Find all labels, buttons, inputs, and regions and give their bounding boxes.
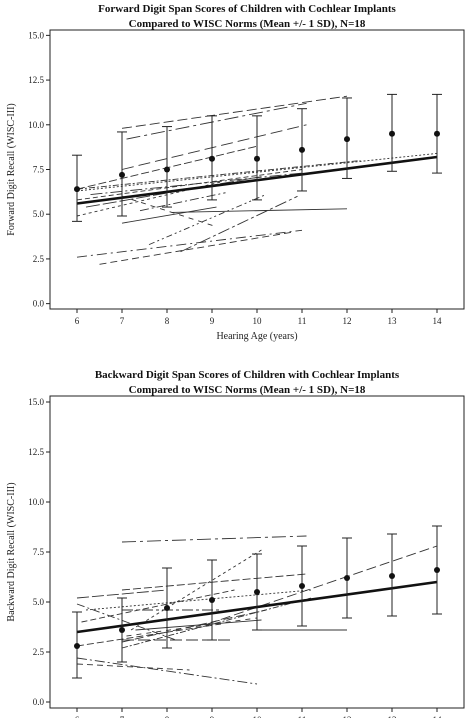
forward-individual-line-18 [99, 231, 294, 265]
forward-individual-line-1 [121, 95, 348, 129]
forward-x-tick-label: 13 [388, 316, 398, 326]
forward-x-tick-label: 6 [75, 316, 80, 326]
backward-x-tick-label: 7 [120, 715, 125, 718]
backward-y-tick-label: 10.0 [28, 497, 44, 507]
forward-norm-mean-point [299, 146, 305, 153]
forward-individual-line-14 [171, 208, 348, 213]
backward-y-tick-label: 0.0 [33, 697, 45, 707]
backward-y-axis-label: Backward Digit Recall (WISC-III) [6, 482, 17, 621]
backward-norm-mean-point [434, 567, 440, 573]
forward-y-tick-label: 7.5 [33, 165, 45, 175]
backward-individual-line-18 [76, 623, 222, 647]
forward-norm-mean-point [389, 130, 395, 137]
forward-norm-mean-point [254, 155, 260, 162]
forward-x-tick-label: 9 [210, 316, 215, 326]
backward-norm-mean-point [209, 597, 215, 603]
forward-individual-line-13 [121, 206, 217, 224]
forward-individual-line-17 [76, 229, 303, 258]
forward-norm-mean-point [344, 136, 350, 143]
forward-norm-mean-point [119, 171, 125, 178]
forward-individual-line-6 [76, 160, 361, 190]
forward-x-tick-label: 10 [253, 316, 263, 326]
forward-y-tick-label: 0.0 [33, 299, 45, 309]
forward-y-tick-label: 12.5 [28, 75, 44, 85]
forward-title-line2: Compared to WISC Norms (Mean +/- 1 SD), … [129, 18, 366, 30]
backward-x-tick-label: 9 [210, 715, 215, 718]
backward-y-tick-label: 15.0 [28, 397, 44, 407]
forward-y-tick-label: 5.0 [33, 209, 45, 219]
backward-norm-mean-point [389, 573, 395, 579]
backward-norm-mean-point [344, 575, 350, 581]
forward-x-tick-label: 7 [120, 316, 125, 326]
forward-individual-line-8 [76, 169, 303, 201]
forward-x-tick-label: 12 [343, 316, 352, 326]
forward-y-axis-label: Forward Digit Recall (WISC-III) [6, 103, 17, 235]
backward-x-tick-label: 10 [253, 715, 263, 718]
forward-x-tick-label: 14 [433, 316, 443, 326]
backward-title-line2: Compared to WISC Norms (Mean +/- 1 SD), … [129, 384, 366, 396]
backward-y-tick-label: 5.0 [33, 597, 45, 607]
backward-chart: Backward Digit Span Scores of Children w… [6, 369, 465, 718]
backward-norm-mean-point [74, 643, 80, 649]
forward-chart: Forward Digit Span Scores of Children wi… [6, 3, 465, 342]
forward-individual-line-11 [139, 192, 226, 212]
backward-individual-line-5 [130, 549, 262, 631]
backward-individual-line-2 [207, 545, 438, 625]
forward-individual-line-10 [76, 181, 222, 217]
forward-title-line1: Forward Digit Span Scores of Children wi… [98, 3, 396, 15]
backward-norm-mean-point [299, 583, 305, 589]
forward-individual-line-4 [121, 124, 307, 170]
backward-x-tick-label: 13 [388, 715, 398, 718]
backward-norm-mean-point [164, 605, 170, 611]
backward-individual-line-13 [76, 603, 177, 641]
backward-individual-line-11 [135, 619, 262, 631]
backward-individual-line-7 [85, 589, 312, 611]
forward-norm-mean-point [164, 166, 170, 173]
backward-y-tick-label: 7.5 [33, 547, 45, 557]
backward-y-tick-label: 2.5 [33, 647, 45, 657]
forward-norm-mean-point [434, 130, 440, 137]
backward-individual-line-10 [121, 609, 267, 643]
forward-norm-mean-point [209, 155, 215, 162]
backward-x-tick-label: 8 [165, 715, 170, 718]
backward-title-line1: Backward Digit Span Scores of Children w… [95, 369, 400, 381]
forward-y-tick-label: 2.5 [33, 254, 45, 264]
backward-norm-mean-point [119, 627, 125, 633]
backward-individual-line-6 [81, 589, 235, 623]
forward-individual-line-12 [121, 195, 217, 228]
backward-individual-line-4 [121, 573, 307, 591]
forward-x-tick-label: 8 [165, 316, 170, 326]
backward-individual-line-3 [76, 589, 168, 599]
backward-individual-line-9 [121, 597, 312, 649]
forward-x-axis-label: Hearing Age (years) [216, 331, 297, 342]
forward-y-tick-label: 10.0 [28, 120, 44, 130]
backward-x-tick-label: 6 [75, 715, 80, 718]
backward-y-tick-label: 12.5 [28, 447, 44, 457]
forward-x-tick-label: 11 [298, 316, 307, 326]
backward-individual-line-1 [121, 535, 307, 543]
backward-x-tick-label: 11 [298, 715, 307, 718]
backward-plot-frame [49, 395, 465, 709]
backward-x-tick-label: 14 [433, 715, 443, 718]
backward-individual-line-17 [76, 663, 190, 671]
backward-individual-line-16 [76, 657, 258, 685]
backward-individual-line-12 [126, 617, 258, 637]
forward-individual-line-2 [126, 102, 307, 140]
backward-x-tick-label: 12 [343, 715, 352, 718]
forward-y-tick-label: 15.0 [28, 30, 44, 40]
backward-norm-mean-point [254, 589, 260, 595]
forward-individual-line-15 [148, 194, 267, 246]
forward-norm-mean-point [74, 186, 80, 193]
